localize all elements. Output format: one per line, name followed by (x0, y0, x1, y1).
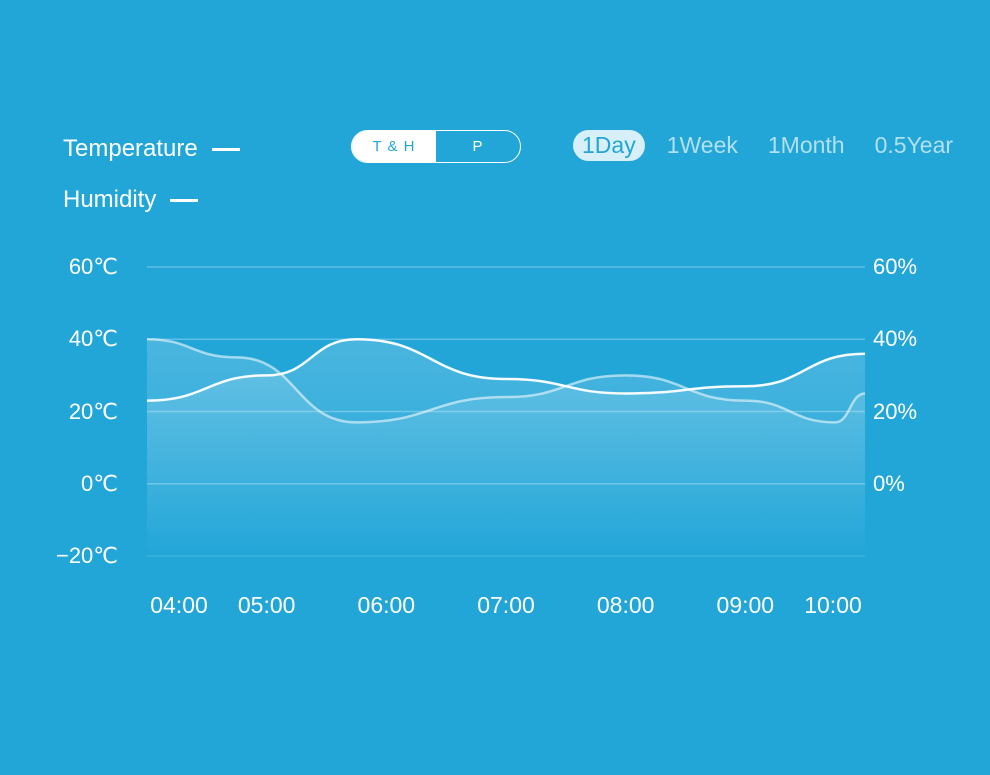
temperature-line (146, 337, 866, 402)
y-left-tick-label: 60℃ (68, 254, 118, 279)
range-half-year[interactable]: 0.5Year (874, 132, 954, 158)
humidity-area (147, 339, 865, 556)
range-1week[interactable]: 1Week (666, 132, 738, 158)
legend-temperature-label: Temperature (63, 135, 198, 162)
range-1month[interactable]: 1Month (767, 132, 845, 158)
y-right-tick-label: 20% (873, 398, 918, 424)
y-left-tick-label: −20℃ (55, 543, 118, 568)
x-tick-label: 10:00 (804, 592, 862, 618)
time-range-selector: 1Day 1Week 1Month 0.5Year (573, 130, 961, 161)
x-tick-label: 06:00 (357, 592, 416, 618)
y-left-tick-label: 40℃ (68, 326, 118, 352)
range-1day[interactable]: 1Day (573, 130, 645, 161)
legend-humidity-label: Humidity (63, 186, 157, 213)
metric-toggle[interactable]: T & H P (351, 130, 521, 163)
x-tick-label: 05:00 (237, 592, 296, 618)
y-left-tick-label: 20℃ (68, 398, 118, 424)
y-right-tick-label: 40% (873, 326, 918, 352)
legend-humidity-swatch (170, 198, 199, 202)
legend-temperature: Temperature (63, 135, 240, 163)
legend-temperature-swatch (211, 147, 240, 151)
toggle-pressure[interactable]: P (472, 138, 484, 155)
x-tick-label: 09:00 (716, 592, 775, 618)
y-right-tick-label: 60% (873, 254, 918, 279)
x-tick-label: 04:00 (150, 592, 208, 618)
y-right-tick-label: 0% (873, 470, 905, 496)
y-left-tick-label: 0℃ (81, 470, 118, 496)
legend-humidity: Humidity (63, 186, 199, 214)
x-tick-label: 08:00 (596, 592, 655, 618)
humidity-line (146, 338, 866, 424)
x-tick-label: 07:00 (477, 592, 535, 618)
toggle-temp-humidity[interactable]: T & H (352, 131, 436, 162)
